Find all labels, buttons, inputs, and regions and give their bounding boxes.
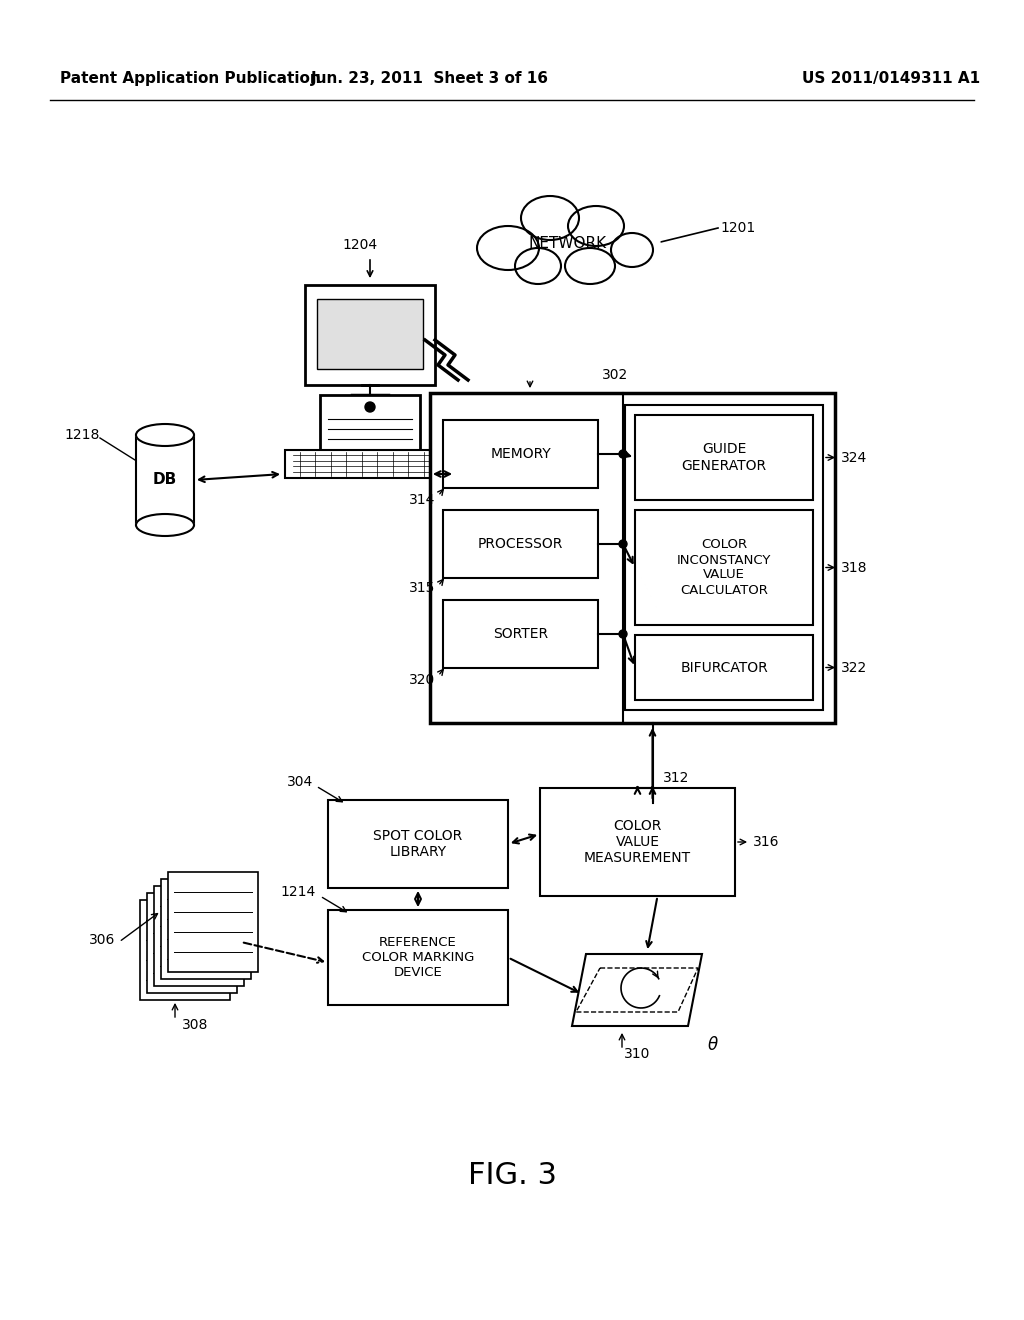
Bar [635, 510, 813, 624]
Bar [154, 886, 244, 986]
Circle shape [618, 450, 627, 458]
Text: Patent Application Publication: Patent Application Publication [60, 70, 321, 86]
Bar [147, 894, 237, 993]
Text: COLOR
INCONSTANCY
VALUE
CALCULATOR: COLOR INCONSTANCY VALUE CALCULATOR [677, 539, 771, 597]
Ellipse shape [136, 424, 194, 446]
Text: BIFURCATOR: BIFURCATOR [680, 660, 768, 675]
Bar [328, 909, 508, 1005]
Bar [161, 879, 251, 979]
Bar [317, 300, 423, 370]
Bar [168, 873, 258, 972]
Ellipse shape [477, 226, 539, 271]
Bar [625, 405, 823, 710]
Text: 1214: 1214 [281, 884, 316, 899]
Polygon shape [575, 968, 698, 1012]
Text: 315: 315 [409, 581, 435, 595]
Text: Jun. 23, 2011  Sheet 3 of 16: Jun. 23, 2011 Sheet 3 of 16 [311, 70, 549, 86]
Circle shape [365, 403, 375, 412]
Ellipse shape [480, 205, 660, 284]
Bar [430, 393, 835, 723]
Text: $\theta$: $\theta$ [707, 1036, 719, 1053]
Text: 1218: 1218 [65, 428, 100, 442]
Text: 1204: 1204 [342, 238, 378, 252]
Text: SPOT COLOR
LIBRARY: SPOT COLOR LIBRARY [374, 829, 463, 859]
Circle shape [618, 540, 627, 548]
Bar [635, 414, 813, 500]
Ellipse shape [568, 206, 624, 246]
Ellipse shape [565, 248, 615, 284]
Text: US 2011/0149311 A1: US 2011/0149311 A1 [802, 70, 980, 86]
Text: FIG. 3: FIG. 3 [468, 1160, 556, 1189]
Text: 310: 310 [624, 1047, 650, 1061]
Bar [305, 285, 435, 385]
Text: 306: 306 [89, 933, 115, 946]
Bar [140, 900, 230, 1001]
Bar [635, 635, 813, 700]
Text: DB: DB [153, 473, 177, 487]
Bar [443, 601, 598, 668]
Text: 322: 322 [841, 660, 867, 675]
Text: COLOR
VALUE
MEASUREMENT: COLOR VALUE MEASUREMENT [584, 818, 691, 865]
Text: 320: 320 [409, 673, 435, 686]
Bar [328, 800, 508, 888]
Text: REFERENCE
COLOR MARKING
DEVICE: REFERENCE COLOR MARKING DEVICE [361, 936, 474, 979]
Ellipse shape [136, 513, 194, 536]
Text: 302: 302 [602, 368, 629, 381]
Text: 1201: 1201 [720, 220, 756, 235]
Bar [443, 510, 598, 578]
Text: 314: 314 [409, 492, 435, 507]
Ellipse shape [611, 234, 653, 267]
Ellipse shape [515, 248, 561, 284]
Text: GUIDE
GENERATOR: GUIDE GENERATOR [681, 442, 767, 473]
Text: PROCESSOR: PROCESSOR [478, 537, 563, 550]
Text: MEMORY: MEMORY [490, 447, 551, 461]
Text: SORTER: SORTER [493, 627, 548, 642]
Ellipse shape [521, 195, 579, 240]
Bar [540, 788, 735, 896]
Text: 318: 318 [841, 561, 867, 574]
Polygon shape [572, 954, 702, 1026]
Text: 308: 308 [182, 1018, 208, 1032]
Text: NETWORK: NETWORK [529, 236, 607, 252]
Bar [285, 450, 455, 478]
Text: 316: 316 [753, 836, 779, 849]
Text: 324: 324 [841, 450, 867, 465]
Bar [443, 420, 598, 488]
Bar [136, 436, 194, 525]
Text: 304: 304 [287, 775, 313, 789]
Text: 312: 312 [663, 771, 689, 785]
Circle shape [618, 630, 627, 638]
Bar [319, 395, 420, 450]
